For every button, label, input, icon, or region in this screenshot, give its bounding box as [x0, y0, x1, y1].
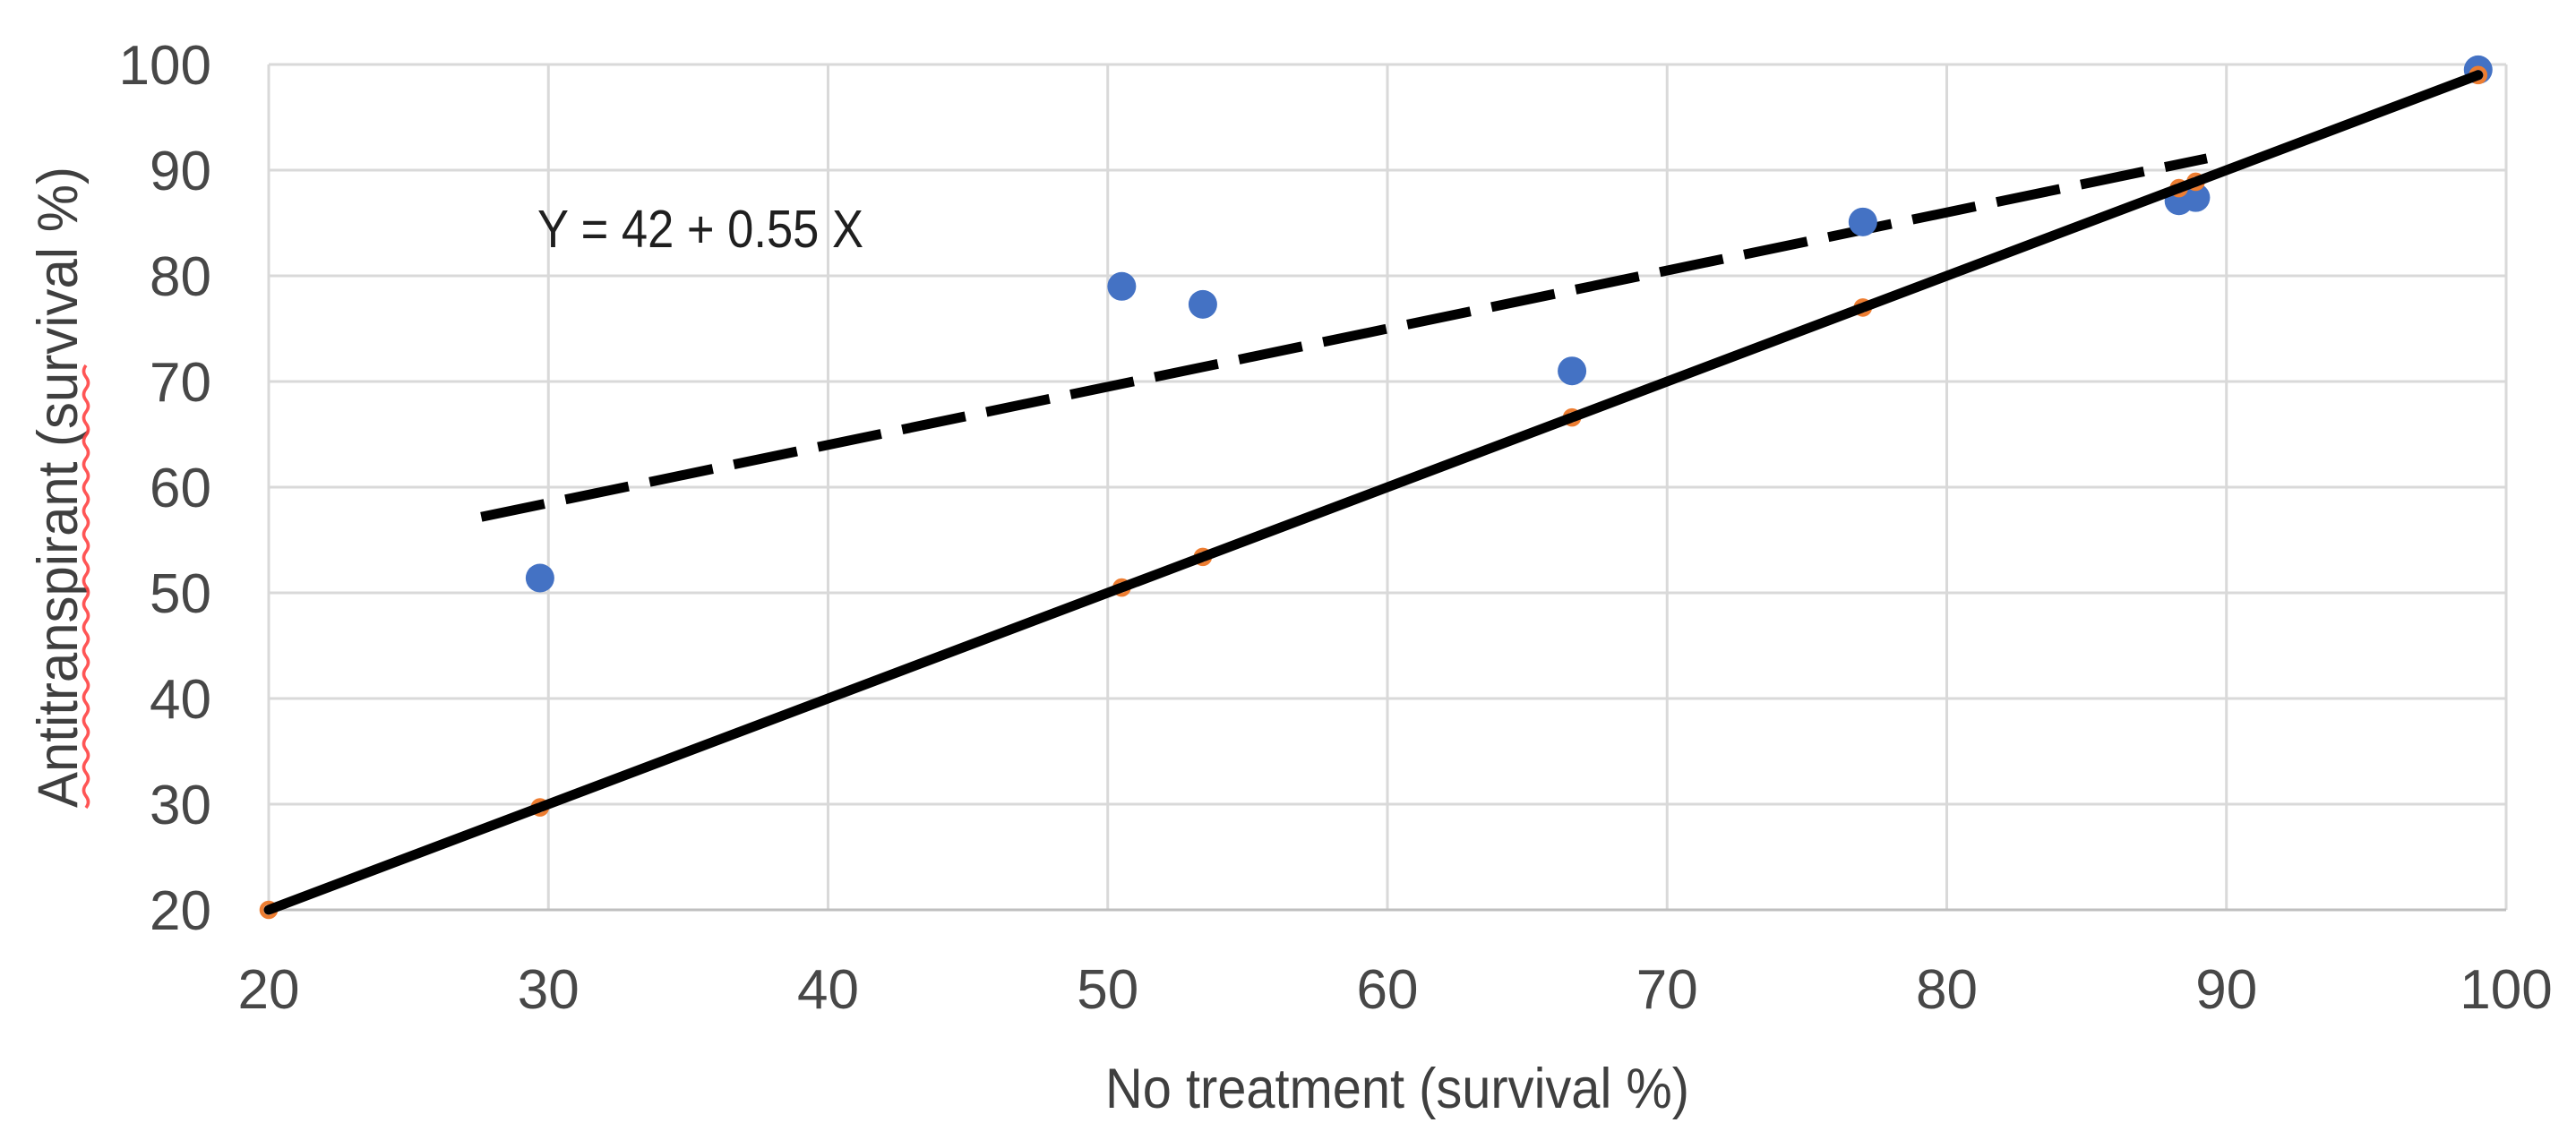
- y-tick-label: 80: [150, 246, 211, 308]
- y-tick-label: 20: [150, 880, 211, 942]
- x-tick-label: 90: [2195, 959, 2257, 1021]
- data-point: [1188, 289, 1217, 319]
- y-tick-label: 30: [150, 775, 211, 836]
- spellcheck-squiggle-underline: [82, 364, 90, 810]
- regression-equation-label: Y = 42 + 0.55 X: [537, 200, 863, 259]
- x-tick-label: 50: [1077, 959, 1138, 1021]
- x-tick-label: 20: [238, 959, 300, 1021]
- y-tick-label: 40: [150, 669, 211, 731]
- identity-solid-line: [263, 70, 2484, 915]
- data-point: [1848, 207, 1877, 236]
- x-axis-title: No treatment (survival %): [1105, 1058, 1689, 1120]
- y-tick-label: 50: [150, 563, 211, 625]
- data-point: [1107, 271, 1137, 301]
- x-tick-label: 40: [797, 959, 859, 1021]
- x-tick-label: 30: [518, 959, 580, 1021]
- y-tick-label: 100: [119, 35, 211, 97]
- x-tick-label: 60: [1357, 959, 1419, 1021]
- x-tick-label: 100: [2460, 959, 2552, 1021]
- x-tick-label: 80: [1916, 959, 1978, 1021]
- tick-labels-layer: 20 30 40 50 60 70 80 90 100 20 30 40 50 60 70 80 90 100: [119, 35, 2553, 1021]
- y-tick-label: 60: [150, 458, 211, 519]
- data-point: [2181, 183, 2211, 212]
- regression-dashed-line: [480, 153, 2209, 522]
- y-axis-title: Antitranspirant (survival %): [27, 167, 90, 808]
- x-tick-label: 70: [1636, 959, 1698, 1021]
- y-tick-label: 90: [150, 141, 211, 202]
- data-point: [1558, 356, 1587, 386]
- y-tick-label: 70: [150, 352, 211, 414]
- data-point: [525, 563, 554, 593]
- data-series-layer: [259, 55, 2493, 920]
